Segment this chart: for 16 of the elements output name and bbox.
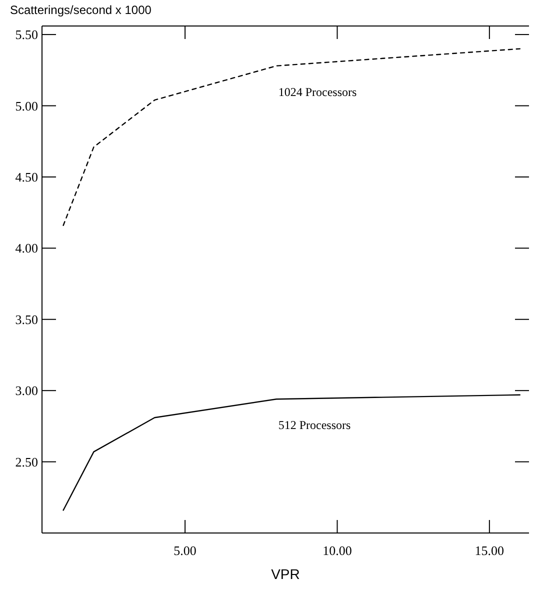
y-tick-label: 3.50 — [15, 312, 38, 327]
y-tick-label: 4.50 — [15, 170, 38, 185]
y-tick-label: 4.00 — [15, 240, 38, 256]
y-tick-label: 3.00 — [15, 383, 38, 398]
x-tick-label: 5.00 — [174, 543, 196, 558]
y-tick-label: 2.50 — [15, 454, 38, 470]
y-tick-label: 5.00 — [15, 98, 38, 114]
line-series — [62, 48, 520, 226]
y-tick-label: 5.50 — [15, 27, 38, 42]
series-label: 1024 Processors — [278, 84, 358, 99]
x-tick-label: 15.00 — [474, 543, 504, 558]
y-axis-title: Scatterings/second x 1000 — [10, 3, 152, 17]
x-axis-title: VPR — [271, 566, 300, 582]
series-label: 512 Processors — [278, 418, 352, 432]
x-tick-label: 10.00 — [322, 543, 352, 558]
line-series — [62, 394, 520, 511]
